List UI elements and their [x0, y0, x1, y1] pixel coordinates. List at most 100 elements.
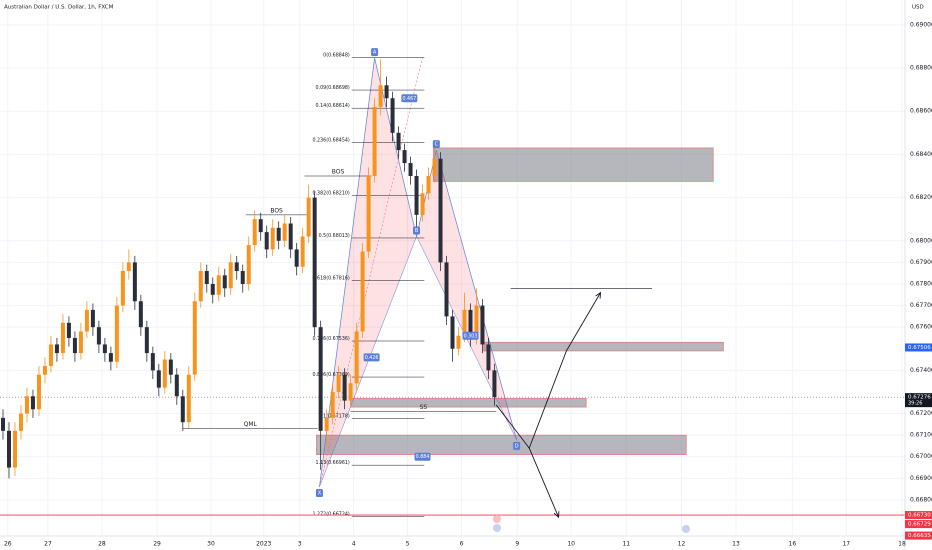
zone [483, 341, 724, 352]
candle-body [222, 275, 227, 289]
price-tag-countdown: 39:26 [908, 401, 922, 407]
candle-body [6, 430, 11, 468]
candle-body [420, 193, 425, 215]
price-tag [905, 393, 932, 408]
candle-body [366, 176, 371, 252]
price-tag [905, 511, 932, 520]
candle-body [342, 374, 347, 401]
candle-body [336, 374, 341, 392]
fib-label: 0.382(0.68210) [312, 190, 349, 196]
candle-body [252, 219, 257, 246]
candle-body [438, 158, 443, 263]
ratio-label: 0.884 [416, 454, 430, 460]
x-tick-label: 30 [207, 541, 215, 548]
x-tick-label: 9 [515, 541, 519, 548]
event-icon [682, 525, 690, 533]
candle-body [330, 391, 335, 418]
price-tag [905, 531, 932, 540]
candle-body [180, 396, 185, 423]
candle-body [204, 271, 209, 284]
candle-body [384, 85, 389, 99]
ratio-tag [401, 94, 418, 103]
x-tick-label: 5 [406, 541, 410, 548]
pattern-point-label: B [415, 228, 419, 234]
event-icon [493, 524, 501, 532]
candle-body [474, 305, 479, 338]
level-label: QML [244, 421, 258, 428]
ratio-label: 0.303 [464, 333, 478, 339]
fib-label: 0.786(0.67536) [312, 336, 349, 342]
pattern-point-label: X [318, 490, 322, 496]
zone [432, 147, 714, 182]
candle-body [162, 359, 167, 388]
arrow-head [553, 511, 560, 519]
fib-label: 0.236(0.68454) [312, 138, 349, 144]
candle-body [114, 305, 119, 362]
candle-body [24, 396, 29, 414]
candle-body [192, 301, 197, 375]
candle-body [378, 85, 383, 107]
price-tag [905, 520, 932, 529]
candle-body [462, 309, 467, 336]
pattern-point-tag [371, 48, 379, 57]
price-tag-label: 0.67276 [908, 395, 931, 401]
ratio-label: 0.426 [365, 355, 379, 361]
candle-body [168, 359, 173, 375]
candle-body [42, 366, 47, 375]
candle-body [354, 331, 359, 384]
candle-body [96, 327, 101, 345]
candle-body [210, 283, 215, 295]
candle-body [480, 305, 485, 345]
symbol-title: Australian Dollar / U.S. Dollar, 1h, FXC… [4, 5, 114, 11]
candle-body [150, 353, 155, 371]
candle-body [246, 245, 251, 284]
pattern-leg [319, 236, 417, 488]
price-tag-label: 0.66635 [908, 533, 931, 539]
candle-body [318, 327, 323, 431]
ratio-tag [363, 353, 380, 362]
candle-body [18, 413, 23, 431]
candle-body [426, 176, 431, 194]
pattern-leg [319, 58, 423, 488]
x-tick-label: 2023 [256, 541, 271, 548]
candle-body [282, 223, 287, 241]
candle-body [408, 163, 413, 177]
candle-body [78, 331, 83, 354]
plot: 0(0.68848) 0.09(0.68698) 0.14(0.68614) 0.23… [0, 0, 905, 536]
y-tick-label: 0.66800 [910, 496, 932, 503]
pattern-point-tag [432, 140, 440, 149]
candle-body [48, 344, 53, 367]
candle-body [156, 370, 161, 388]
candle-body [444, 262, 449, 317]
x-tick-label: 3 [298, 541, 302, 548]
price-tag-label: 0.66729 [908, 522, 931, 528]
zone [316, 434, 687, 455]
pattern-point-label: A [373, 50, 377, 56]
pattern-point-label: C [435, 142, 439, 148]
x-tick-label: 17 [842, 541, 850, 548]
candle-body [360, 251, 365, 332]
price-tag-label: 0.66730 [908, 513, 931, 519]
x-tick-label: 27 [44, 541, 52, 548]
pattern-point-tag [413, 226, 421, 235]
fib-label: 1.13(0.66961) [316, 460, 350, 466]
event-icon [493, 515, 501, 523]
zone [350, 398, 587, 408]
candle-body [84, 309, 89, 332]
candle-body [468, 309, 473, 338]
candle-body [102, 344, 107, 354]
candle-body [402, 150, 407, 164]
fib-label: 0(0.68848) [323, 53, 350, 59]
projection-arrow [528, 447, 559, 518]
pattern-point-tag [513, 441, 521, 450]
